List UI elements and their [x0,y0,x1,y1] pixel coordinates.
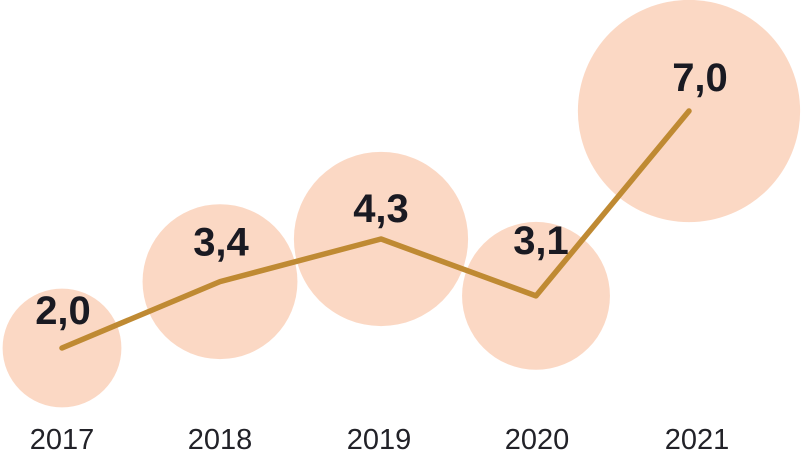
x-axis-label-2017: 2017 [30,424,95,453]
x-axis-layer: 2017 2018 2019 2020 2021 [30,424,730,453]
line-layer [59,108,692,351]
value-label-2021: 7,0 [672,56,728,100]
x-axis-label-2018: 2018 [188,424,253,453]
x-axis-label-2021: 2021 [665,424,730,453]
x-axis-label-2019: 2019 [347,424,412,453]
value-label-2020: 3,1 [513,219,569,263]
value-label-2017: 2,0 [35,289,91,333]
trend-line [59,108,692,351]
value-label-2018: 3,4 [193,221,249,265]
value-label-layer: 2,0 3,4 4,3 3,1 7,0 [35,56,728,333]
x-axis-label-2020: 2020 [505,424,570,453]
value-label-2019: 4,3 [353,187,409,231]
